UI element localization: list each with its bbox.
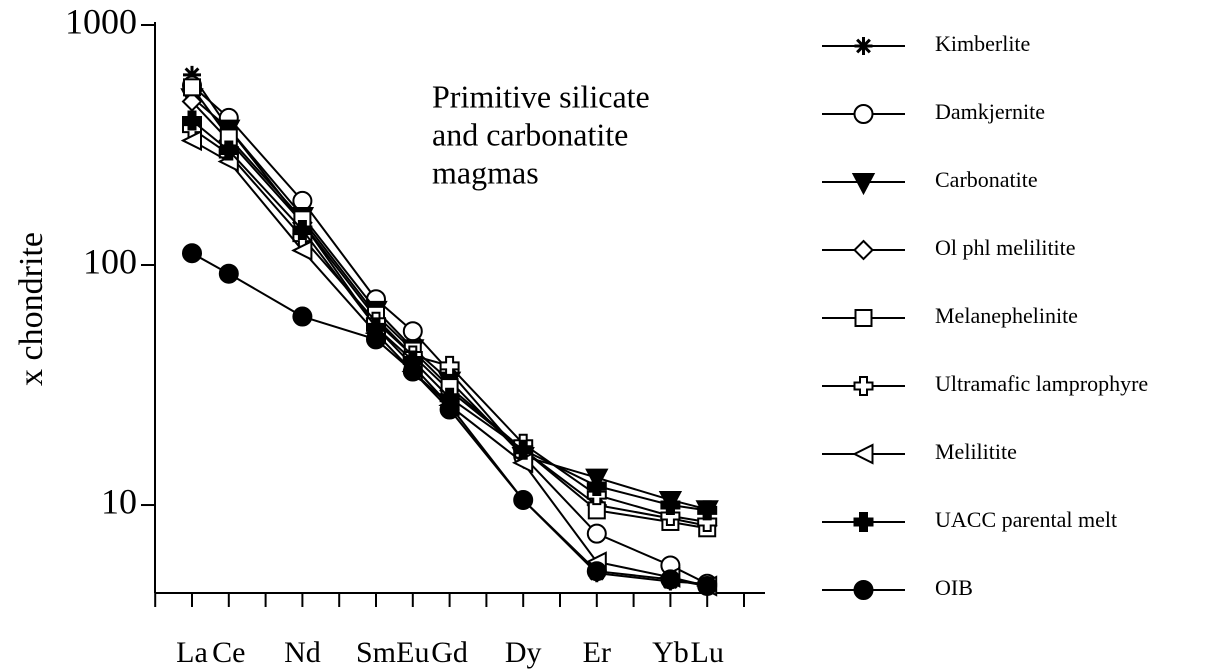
data-point [366, 329, 386, 350]
data-point [180, 129, 202, 152]
data-point [697, 575, 718, 596]
series-line [191, 127, 708, 523]
series-line [191, 139, 708, 587]
x-tick-label: Er [583, 636, 611, 669]
data-point [402, 361, 423, 382]
data-point [183, 78, 201, 97]
data-point [660, 569, 681, 590]
series-line [191, 100, 708, 527]
legend-marker [853, 580, 874, 600]
legend-marker [853, 512, 874, 532]
legend-label: Ultramafic lamprophyre [935, 371, 1148, 396]
legend-marker [854, 309, 873, 327]
series-line [191, 252, 708, 587]
data-point [439, 355, 460, 376]
data-point [292, 306, 313, 327]
legend-label: Ol phl melilitite [935, 235, 1076, 260]
x-tick-label: Lu [691, 636, 724, 669]
y-tick-label: 1000 [65, 1, 137, 41]
x-tick-label: Eu [396, 636, 429, 669]
y-axis-label: x chondrite [13, 232, 50, 386]
y-tick-label: 10 [101, 481, 137, 521]
x-tick-label: Nd [284, 636, 321, 669]
legend-label: Melanephelinite [935, 303, 1078, 328]
data-point [586, 523, 607, 544]
legend-label: UACC parental melt [935, 507, 1117, 532]
data-point [182, 110, 202, 131]
annotation: Primitive silicate [432, 78, 650, 114]
legend-marker [851, 173, 876, 196]
legend-label: Melilitite [935, 439, 1017, 464]
series-line [191, 84, 708, 585]
legend-label: Kimberlite [935, 31, 1030, 56]
data-point [513, 439, 534, 460]
series-line [191, 74, 708, 585]
data-point [181, 91, 203, 112]
data-point [660, 495, 681, 516]
x-tick-label: Yb [652, 636, 689, 669]
legend-label: Carbonatite [935, 167, 1038, 192]
legend-label: Damkjernite [935, 99, 1045, 124]
data-point [218, 263, 239, 284]
data-point [513, 489, 534, 510]
series-line [191, 119, 708, 512]
x-tick-label: Ce [212, 636, 245, 669]
x-tick-label: Gd [431, 636, 468, 669]
legend-marker [854, 37, 873, 55]
data-point [439, 399, 460, 420]
annotation: and carbonatite [432, 116, 628, 152]
legend-marker [853, 104, 874, 124]
legend-marker [852, 443, 874, 465]
data-point [291, 239, 313, 262]
data-point [292, 219, 313, 240]
x-tick-label: Sm [356, 636, 396, 669]
data-point [183, 65, 201, 84]
data-point [402, 321, 423, 342]
series-line [191, 96, 708, 511]
x-tick-label: La [176, 636, 208, 669]
data-point [586, 561, 607, 582]
data-point [697, 500, 718, 521]
y-tick-label: 100 [83, 241, 137, 281]
legend-label: OIB [935, 575, 973, 600]
annotation: magmas [432, 154, 539, 190]
data-point [586, 476, 607, 497]
legend-marker [853, 376, 874, 396]
legend-marker [853, 239, 874, 261]
x-tick-label: Dy [505, 636, 542, 669]
data-point [182, 243, 202, 264]
series-line [191, 86, 708, 530]
data-point [218, 140, 239, 161]
